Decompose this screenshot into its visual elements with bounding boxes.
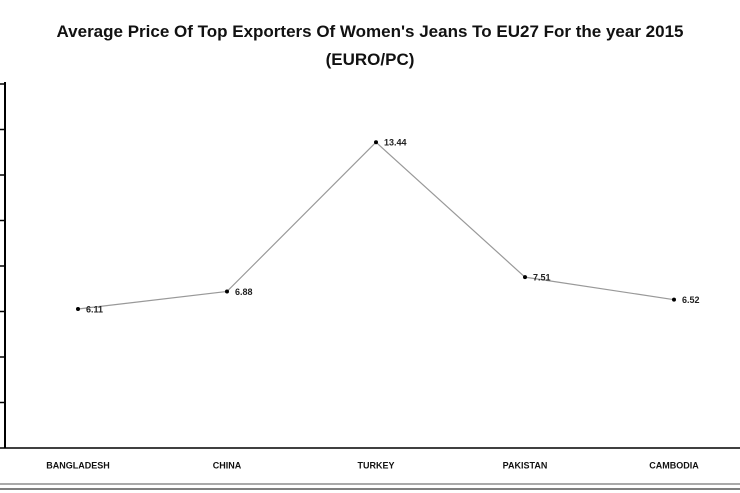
point [523,275,527,280]
point [76,306,80,311]
data-label: 6.11 [86,304,103,314]
point [374,140,378,145]
x-tick-label: CHINA [213,460,242,470]
data-label: 6.88 [235,287,253,297]
data-label: 6.52 [682,295,700,305]
x-tick-label: PAKISTAN [503,460,548,470]
chart-title: Average Price Of Top Exporters Of Women'… [56,22,684,69]
line [77,141,675,310]
x-tick-label: TURKEY [357,460,394,470]
x-tick-label: CAMBODIA [649,460,699,470]
point [225,289,229,294]
point [672,297,676,302]
data-label: 13.44 [384,138,407,148]
data-label: 7.51 [533,273,551,283]
x-tick-label: BANGLADESH [46,460,110,470]
